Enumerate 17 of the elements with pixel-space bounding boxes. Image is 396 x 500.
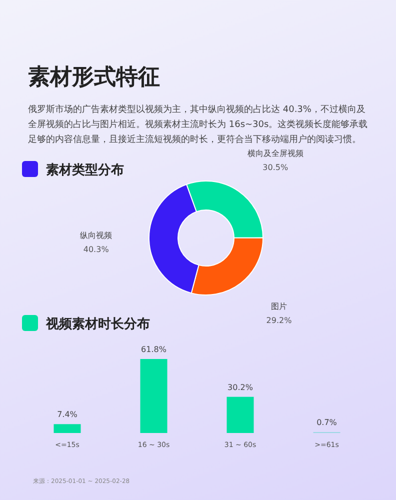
data-label: 30.2% <box>228 382 254 392</box>
bar <box>54 424 81 433</box>
text: 俄罗斯市场的广告素材类型以视频为主，其中纵向视频的占比达 40.3%，不过横向及全屏视频的占比与图片相近。视频素材主流时长为 16s~30s。这类视频长度能够承载足够的内容信息量，且接近主流短视频的时长，更符合当下移动端用户的阅读习惯。 <box>28 104 368 145</box>
data-label: 7.4% <box>57 410 78 420</box>
data-label: 40.3% <box>83 245 110 254</box>
slice-label: 纵向视频 <box>80 231 112 240</box>
data-label: 61.8% <box>141 345 167 354</box>
data-label: 30.5% <box>262 163 288 172</box>
data-label: 0.7% <box>316 418 338 428</box>
slice-label: 图片 <box>271 302 288 312</box>
chart-title: 视频素材时长分布 <box>45 316 150 332</box>
text: 素材类型分布 <box>46 162 124 178</box>
data-label: 29.2% <box>266 316 292 326</box>
bar <box>140 359 168 433</box>
text: 素材形式特征 <box>28 65 160 90</box>
bar <box>226 396 254 433</box>
slice-label: 横向及全屏视频 <box>247 149 304 158</box>
